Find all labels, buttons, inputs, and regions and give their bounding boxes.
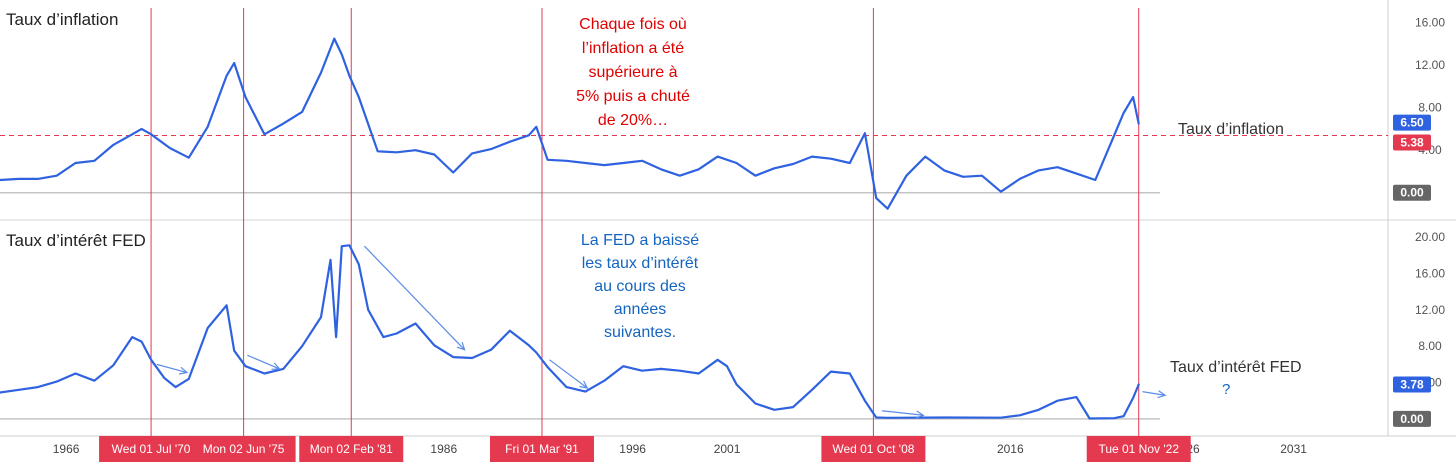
trend-arrow-head [579, 380, 589, 389]
inflation-annotation-line: Chaque fois où [579, 16, 687, 33]
x-tick-label: 2001 [714, 442, 741, 456]
fed-value-badge [1393, 376, 1431, 393]
trend-arrow-head [271, 362, 281, 370]
trend-arrow-head [456, 342, 466, 351]
event-marker-label: Mon 02 Feb '81 [310, 442, 393, 456]
trend-arrow [549, 359, 588, 389]
inflation-annotation-line: de 20%… [598, 112, 668, 129]
y-tick-label: 12.00 [1415, 303, 1445, 317]
event-marker-box [489, 436, 594, 462]
inflation-zero-badge-text: 0.00 [1400, 186, 1424, 200]
inflation-value-badge [1393, 114, 1431, 131]
y-tick-label: 12.00 [1415, 58, 1445, 72]
inflation-value-badge-text: 6.50 [1400, 116, 1424, 130]
fed-zero-badge [1393, 410, 1431, 427]
threshold-value-badge [1393, 134, 1431, 151]
fed-annotation-line: les taux d’intérêt [582, 255, 699, 272]
inflation-annotation-line: 5% puis a chuté [576, 88, 690, 105]
x-tick-label: 2031 [1280, 442, 1307, 456]
fed-series-label: Taux d’intérêt FED [1170, 359, 1302, 376]
trend-arrow [881, 410, 924, 416]
bottom-panel-title: Taux d’intérêt FED [6, 231, 146, 250]
x-tick-label: 2016 [997, 442, 1024, 456]
fed-annotation-line: suivantes. [604, 324, 676, 341]
fed-annotation: La FED a baissé les taux d’intérêt au co… [581, 232, 699, 341]
x-tick-label: 1966 [53, 442, 80, 456]
trend-arrow [247, 354, 280, 370]
event-marker-label: Tue 01 Nov '22 [1098, 442, 1179, 456]
top-panel-title: Taux d’inflation [6, 10, 118, 29]
y-tick-label: 8.00 [1418, 339, 1442, 353]
event-marker-box [99, 436, 204, 462]
trend-arrow [156, 363, 188, 374]
inflation-series-label: Taux d’inflation [1178, 121, 1284, 138]
y-tick-label: 8.00 [1418, 101, 1442, 115]
event-marker-box [191, 436, 296, 462]
series-line [0, 244, 1140, 420]
y-tick-label: 20.00 [1415, 230, 1445, 244]
event-marker-label: Wed 01 Oct '08 [832, 442, 914, 456]
fed-value-badge-text: 3.78 [1400, 378, 1424, 392]
inflation-annotation-line: supérieure à [589, 64, 678, 81]
trend-arrow [364, 245, 465, 351]
event-marker-box [1086, 436, 1191, 462]
threshold-value-badge-text: 5.38 [1400, 136, 1424, 150]
y-tick-label: 16.00 [1415, 16, 1445, 30]
trend-arrow-head [178, 366, 189, 375]
inflation-annotation: Chaque fois où l’inflation a été supérie… [576, 16, 690, 129]
event-marker-label: Mon 02 Jun '75 [203, 442, 285, 456]
fed-zero-badge-text: 0.00 [1400, 412, 1424, 426]
event-marker-box [299, 436, 404, 462]
x-tick-label: 1996 [619, 442, 646, 456]
trend-arrow [1142, 391, 1166, 396]
event-marker-label: Fri 01 Mar '91 [505, 442, 579, 456]
series-line [0, 37, 1140, 210]
question-mark-label: ? [1222, 381, 1230, 398]
trend-arrow-head [1157, 390, 1167, 399]
fed-annotation-line: années [614, 301, 667, 318]
fed-annotation-line: au cours des [594, 278, 686, 295]
inflation-annotation-line: l’inflation a été [582, 40, 684, 57]
trend-arrow-head [915, 410, 925, 419]
x-tick-label: 1986 [430, 442, 457, 456]
y-tick-label: 16.00 [1415, 266, 1445, 280]
fed-annotation-line: La FED a baissé [581, 232, 699, 249]
event-marker-box [821, 436, 926, 462]
inflation-zero-badge [1393, 184, 1431, 201]
event-marker-label: Wed 01 Jul '70 [112, 442, 191, 456]
